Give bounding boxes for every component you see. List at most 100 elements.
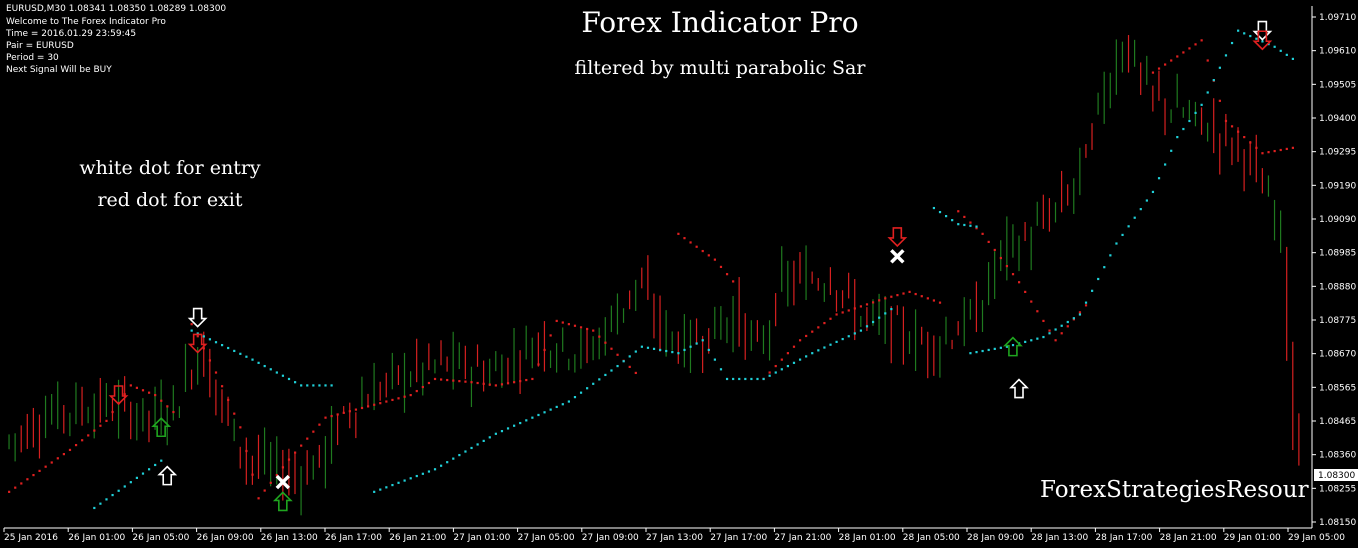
sar-support-dot	[695, 342, 698, 345]
sar-resistance-dot	[969, 221, 972, 224]
sar-resistance-dot	[1273, 149, 1276, 153]
sar-resistance-dot	[1024, 290, 1027, 293]
sar-resistance-dot	[701, 249, 704, 253]
sar-resistance-dot	[263, 489, 266, 492]
sar-support-dot	[476, 443, 479, 446]
sar-resistance-dot	[890, 295, 893, 298]
sar-support-dot	[1011, 344, 1015, 347]
sar-support-dot	[1200, 103, 1203, 106]
sar-support-dot	[227, 346, 230, 350]
sar-resistance-dot	[312, 430, 315, 433]
sar-resistance-dot	[87, 434, 90, 437]
sar-resistance-dot	[348, 410, 351, 413]
sar-resistance-dot	[1170, 59, 1173, 62]
sar-support-dot	[786, 364, 790, 368]
sar-support-dot	[519, 421, 522, 425]
sar-support-dot	[628, 355, 631, 358]
symbol-quote-line: EURUSD,M30 1.08341 1.08350 1.08289 1.083…	[6, 4, 227, 14]
sar-support-dot	[689, 345, 692, 348]
sar-resistance-dot	[865, 303, 869, 306]
y-tick-label: 1.08255	[1319, 484, 1356, 494]
x-tick-label: 25 Jan 2016	[4, 533, 58, 543]
sar-support-dot	[975, 225, 978, 228]
sar-resistance-dot	[543, 348, 546, 352]
sar-resistance-dot	[1164, 63, 1167, 66]
sar-resistance-dot	[62, 453, 65, 456]
sar-resistance-dot	[1188, 47, 1191, 50]
sar-resistance-dot	[993, 248, 996, 252]
sar-resistance-dot	[1060, 332, 1063, 335]
sar-support-dot	[944, 215, 948, 218]
sar-resistance-dot	[719, 265, 723, 269]
sar-support-dot	[993, 347, 996, 350]
sar-support-dot	[963, 223, 966, 227]
sar-support-dot	[1054, 328, 1057, 331]
sar-support-dot	[975, 351, 978, 354]
sar-resistance-dot	[427, 381, 431, 385]
sar-resistance-dot	[920, 295, 923, 298]
x-tick-label: 28 Jan 13:00	[1031, 533, 1088, 543]
sar-resistance-dot	[8, 490, 11, 493]
sar-resistance-dot	[99, 424, 102, 427]
sar-resistance-dot	[525, 378, 528, 382]
sar-support-dot	[701, 339, 704, 342]
sar-resistance-dot	[1230, 125, 1234, 128]
sar-resistance-dot	[829, 317, 832, 320]
y-tick-label: 1.08880	[1319, 282, 1356, 292]
sar-resistance-dot	[190, 323, 193, 326]
sar-support-dot	[732, 377, 735, 381]
y-tick-label: 1.09505	[1319, 80, 1356, 90]
sar-resistance-dot	[592, 329, 595, 332]
sar-resistance-dot	[409, 394, 412, 397]
sar-resistance-dot	[470, 381, 473, 384]
sar-resistance-dot	[561, 321, 564, 324]
sar-resistance-dot	[634, 371, 637, 375]
sar-support-dot	[829, 343, 832, 346]
sar-support-dot	[555, 405, 558, 409]
y-tick-label: 1.09295	[1319, 148, 1356, 158]
sar-support-dot	[440, 464, 443, 467]
sar-support-dot	[1042, 335, 1045, 339]
sar-resistance-dot	[537, 363, 540, 366]
sar-resistance-dot	[957, 210, 960, 213]
x-tick-label: 27 Jan 01:00	[453, 533, 510, 543]
sar-resistance-dot	[147, 391, 151, 394]
sar-support-dot	[154, 463, 157, 467]
sar-support-dot	[135, 476, 139, 479]
sar-support-dot	[969, 352, 972, 355]
sar-support-dot	[1249, 34, 1252, 38]
buy-arrow-icon	[1009, 378, 1029, 399]
sar-support-dot	[1164, 163, 1167, 166]
sar-resistance-dot	[695, 245, 698, 248]
sar-resistance-dot	[732, 280, 735, 283]
sar-support-dot	[269, 368, 272, 371]
sar-resistance-dot	[306, 437, 309, 440]
sar-support-dot	[537, 413, 540, 417]
sar-resistance-dot	[433, 377, 437, 381]
sar-support-dot	[847, 335, 850, 338]
sar-resistance-dot	[300, 444, 303, 447]
price-axis: 1.09710 1.09610 1.09505 1.09400 1.09295 1.091…	[1312, 13, 1356, 528]
sar-support-dot	[859, 329, 863, 332]
sar-resistance-dot	[500, 383, 504, 386]
sar-support-dot	[111, 493, 114, 497]
sar-support-dot	[275, 371, 278, 374]
sar-resistance-dot	[1200, 39, 1203, 42]
sar-resistance-dot	[81, 439, 84, 442]
sar-support-dot	[1066, 320, 1069, 324]
sar-support-dot	[878, 316, 881, 319]
sar-support-dot	[1091, 289, 1094, 292]
sell-arrow-icon	[187, 307, 208, 328]
sar-support-dot	[884, 312, 887, 315]
sar-resistance-dot	[1261, 152, 1264, 155]
sar-support-dot	[1127, 225, 1130, 228]
sar-support-dot	[1194, 111, 1197, 115]
sar-support-dot	[750, 377, 753, 381]
sar-resistance-dot	[1285, 147, 1288, 151]
sar-support-dot	[1084, 301, 1088, 304]
sar-resistance-dot	[1237, 130, 1240, 133]
sar-resistance-dot	[1078, 311, 1082, 314]
sar-resistance-dot	[835, 313, 838, 316]
sar-resistance-dot	[391, 398, 394, 402]
